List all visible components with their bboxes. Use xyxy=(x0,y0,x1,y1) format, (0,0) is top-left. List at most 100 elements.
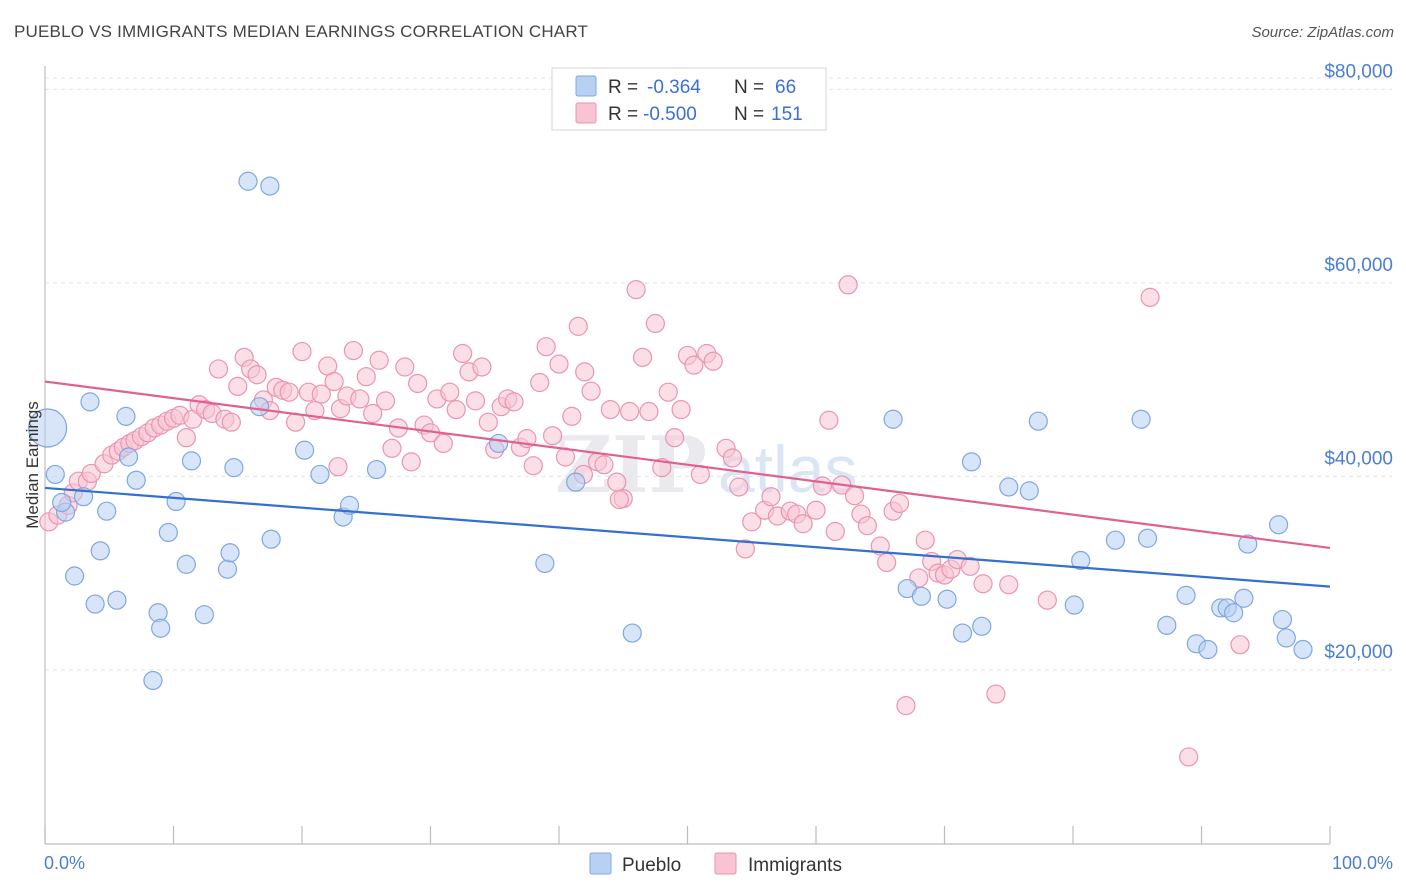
immigrants-point-129 xyxy=(915,530,935,550)
pueblo-point-52 xyxy=(1137,528,1158,548)
pueblo-point-36 xyxy=(535,553,555,574)
tick-labels: $20,000 $40,000 $60,000 $80,000 0.0% 100.0% xyxy=(44,61,1393,873)
pueblo-point-54 xyxy=(1176,585,1196,605)
pueblo-point-17 xyxy=(158,522,178,543)
immigrants-trend-line xyxy=(44,380,1331,550)
source-credit: Source: ZipAtlas.com xyxy=(1251,24,1394,41)
x-tick-label-1: 100.0% xyxy=(1332,853,1393,873)
pueblo-point-29 xyxy=(294,440,315,460)
pueblo-point-27 xyxy=(260,176,280,196)
immigrants-point-127 xyxy=(896,696,916,716)
immigrants-point-81 xyxy=(568,316,588,336)
immigrants-point-65 xyxy=(465,391,486,411)
pueblo-point-16 xyxy=(151,618,171,638)
y-tick-label-1: $40,000 xyxy=(1324,448,1393,469)
pueblo-point-62 xyxy=(1268,515,1289,535)
legend-r-value-pueblo: -0.364 xyxy=(647,77,701,98)
legend-swatch-immigrants xyxy=(575,102,597,124)
legend-box xyxy=(551,67,827,131)
immigrants-point-63 xyxy=(453,343,473,364)
correlation-legend: R = -0.364 N = 66 R = -0.500 N = 151 xyxy=(551,67,827,131)
immigrants-point-114 xyxy=(806,500,826,520)
x-tick-label-0: 0.0% xyxy=(44,853,85,873)
immigrants-point-138 xyxy=(999,575,1019,595)
pueblo-point-41 xyxy=(937,589,957,609)
pueblo-point-64 xyxy=(1276,628,1296,648)
immigrants-point-120 xyxy=(844,486,865,506)
immigrants-point-86 xyxy=(600,399,621,420)
pueblo-trend-line xyxy=(44,486,1331,588)
pueblo-point-12 xyxy=(118,447,139,467)
pueblo-point-9 xyxy=(97,501,117,521)
immigrants-point-106 xyxy=(735,539,755,559)
immigrants-point-117 xyxy=(825,521,845,542)
bottom-legend-swatch-pueblo xyxy=(589,852,612,875)
immigrants-point-113 xyxy=(793,514,813,534)
immigrants-point-60 xyxy=(433,433,453,454)
immigrants-point-122 xyxy=(857,516,878,536)
pueblo-point-10 xyxy=(107,590,127,610)
immigrants-point-38 xyxy=(292,341,312,362)
pueblo-point-21 xyxy=(194,605,214,625)
immigrants-point-46 xyxy=(343,340,363,361)
immigrants-point-104 xyxy=(722,448,743,468)
legend-swatch-pueblo xyxy=(575,75,597,97)
pueblo-point-24 xyxy=(224,458,244,478)
y-tick-label-0: $20,000 xyxy=(1324,642,1393,663)
pueblo-point-6 xyxy=(80,392,100,412)
immigrants-point-6 xyxy=(81,463,101,484)
immigrants-point-41 xyxy=(311,384,331,404)
immigrants-point-61 xyxy=(440,382,460,402)
pueblo-point-22 xyxy=(217,559,238,579)
pueblo-point-34 xyxy=(489,433,509,454)
pueblo-point-18 xyxy=(166,491,186,512)
immigrants-point-91 xyxy=(632,347,653,367)
y-tick-label-2: $60,000 xyxy=(1324,255,1393,276)
pueblo-point-0 xyxy=(27,408,68,448)
pueblo-point-5 xyxy=(64,566,85,586)
pueblo-point-63 xyxy=(1272,609,1293,630)
immigrants-point-90 xyxy=(626,280,646,300)
legend-r-label-immigrants: R = xyxy=(608,104,638,125)
immigrants-point-74 xyxy=(523,456,543,476)
pueblo-point-40 xyxy=(911,586,931,606)
pueblo-point-23 xyxy=(220,543,240,563)
immigrants-point-142 xyxy=(1230,635,1250,655)
pueblo-point-51 xyxy=(1131,409,1151,429)
immigrants-point-143 xyxy=(609,489,629,510)
immigrants-point-31 xyxy=(247,365,267,385)
immigrants-point-51 xyxy=(375,391,396,411)
immigrants-point-93 xyxy=(645,313,665,334)
immigrants-point-115 xyxy=(812,476,833,496)
immigrants-point-102 xyxy=(703,351,723,371)
pueblo-point-11 xyxy=(116,406,136,426)
pueblo-point-60 xyxy=(1234,588,1254,608)
immigrants-point-48 xyxy=(356,367,376,387)
immigrants-point-94 xyxy=(652,458,672,478)
pueblo-point-28 xyxy=(261,529,281,549)
immigrants-point-75 xyxy=(530,372,550,393)
chart-title: PUEBLO VS IMMIGRANTS MEDIAN EARNINGS COR… xyxy=(14,22,589,41)
immigrants-point-50 xyxy=(369,350,389,370)
immigrants-point-54 xyxy=(395,357,415,377)
pueblo-point-61 xyxy=(1238,534,1258,554)
pueblo-point-20 xyxy=(181,451,202,471)
legend-n-label-pueblo: N = xyxy=(734,77,764,98)
immigrants-point-124 xyxy=(877,552,897,573)
pueblo-point-43 xyxy=(961,452,982,472)
pueblo-point-8 xyxy=(90,541,110,561)
y-axis-title: Median Earnings xyxy=(23,401,42,529)
immigrants-point-77 xyxy=(542,426,563,446)
pueblo-point-59 xyxy=(1224,603,1244,623)
immigrants-point-47 xyxy=(350,389,370,409)
pueblo-point-25 xyxy=(238,171,258,191)
immigrants-point-49 xyxy=(363,403,383,424)
immigrants-point-116 xyxy=(819,410,839,430)
pueblo-point-19 xyxy=(176,554,196,574)
legend-r-value-immigrants: -0.500 xyxy=(643,104,697,125)
immigrants-point-89 xyxy=(620,401,640,422)
pueblo-point-37 xyxy=(622,623,642,643)
pueblo-point-38 xyxy=(883,409,903,429)
immigrants-point-96 xyxy=(665,428,685,448)
pueblo-point-26 xyxy=(249,397,270,417)
